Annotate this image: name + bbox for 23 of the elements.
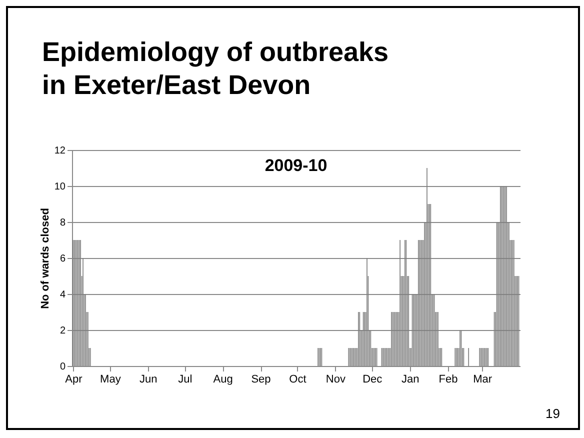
- text: 19: [546, 406, 560, 421]
- x-tick-label: Mar: [473, 374, 492, 386]
- x-tick-label: Dec: [362, 374, 383, 386]
- x-tick-label: Aug: [213, 374, 233, 386]
- chart-subtitle: 2009-10: [264, 156, 328, 175]
- y-axis-title: No of wards closed: [39, 208, 52, 309]
- x-tick-label: Oct: [289, 374, 306, 386]
- x-tick-label: Sep: [251, 374, 271, 386]
- x-tick-label: Apr: [65, 374, 83, 386]
- x-tick-label: May: [100, 374, 122, 386]
- x-tick-label: Jul: [178, 374, 192, 386]
- y-tick-label: 4: [60, 290, 66, 300]
- x-tick-label: Jan: [401, 374, 420, 386]
- y-tick-label: 6: [60, 254, 66, 264]
- x-tick-label: Feb: [438, 374, 458, 386]
- y-tick-label: 10: [54, 182, 66, 192]
- chart-title: Epidemiology of outbreaks in Exeter/East Devon: [42, 36, 390, 102]
- x-tick-label: Nov: [326, 374, 346, 386]
- y-tick-label: 8: [60, 218, 66, 228]
- y-tick-label: 2: [60, 326, 66, 336]
- y-tick-label: 0: [60, 362, 66, 372]
- x-tick-label: Jun: [140, 374, 158, 386]
- y-tick-label: 12: [54, 146, 66, 156]
